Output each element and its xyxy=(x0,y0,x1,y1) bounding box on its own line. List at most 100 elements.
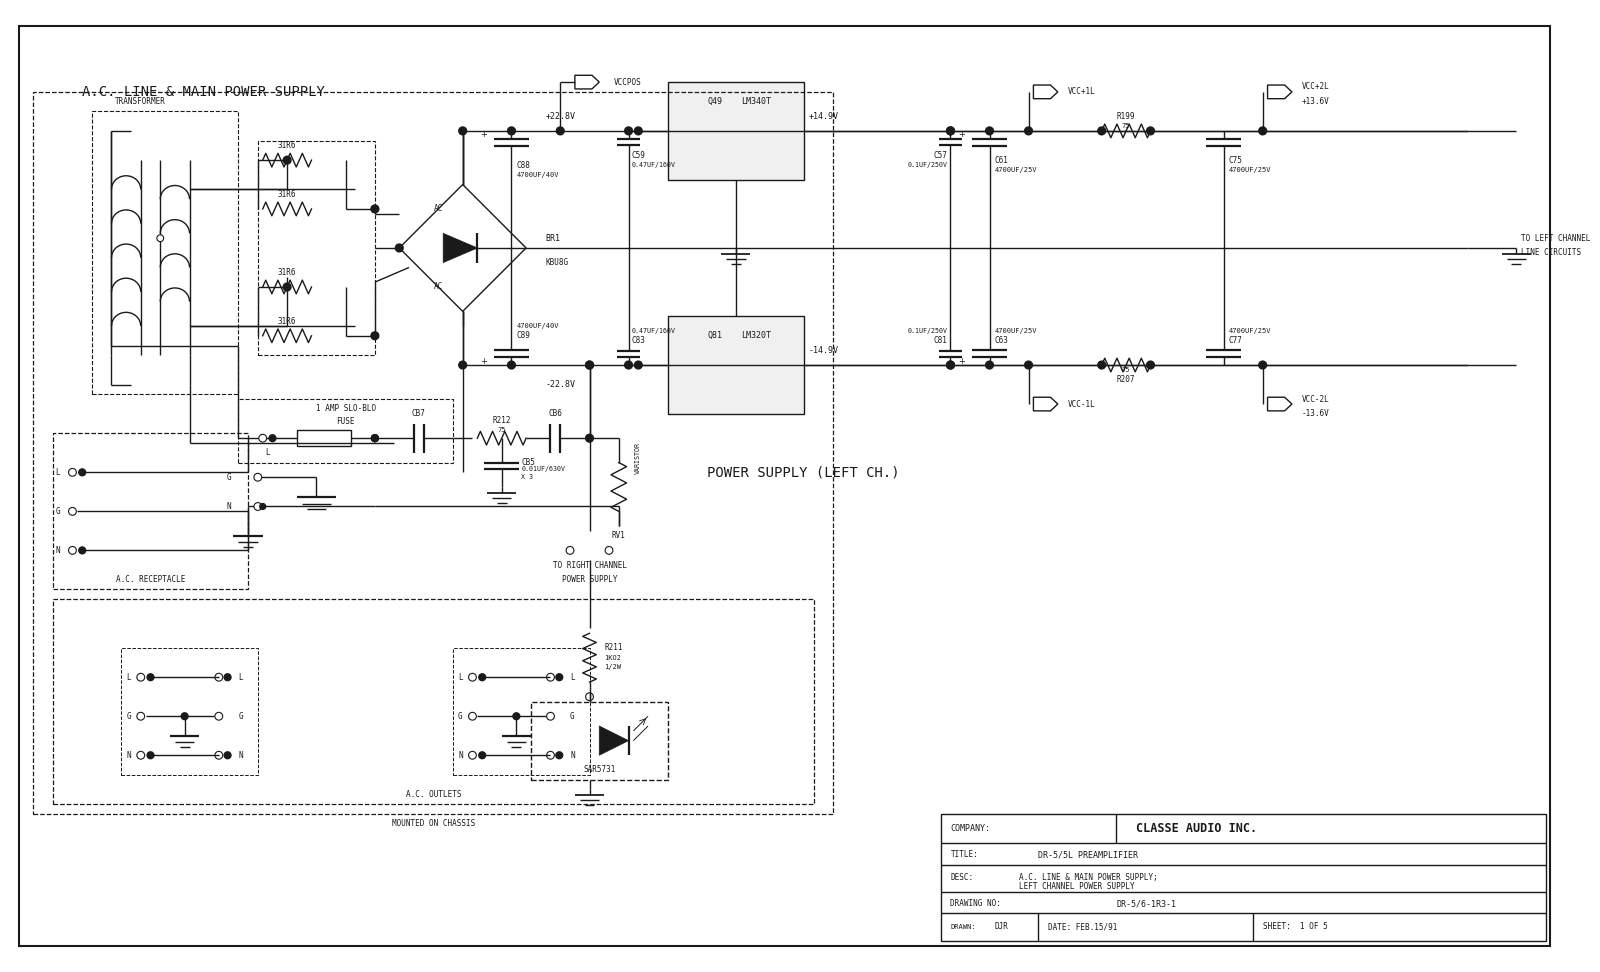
Text: VCC-2L: VCC-2L xyxy=(1302,395,1330,403)
Text: +: + xyxy=(958,357,965,365)
Circle shape xyxy=(138,751,144,759)
Text: CLASSE AUDIO INC.: CLASSE AUDIO INC. xyxy=(1136,822,1258,835)
Circle shape xyxy=(395,244,403,252)
Text: 75: 75 xyxy=(1122,366,1130,373)
Text: A.C. LINE & MAIN POWER SUPPLY: A.C. LINE & MAIN POWER SUPPLY xyxy=(82,85,325,99)
Circle shape xyxy=(214,674,222,681)
Circle shape xyxy=(254,503,262,510)
Text: 1KO2: 1KO2 xyxy=(605,655,621,661)
Circle shape xyxy=(69,546,77,554)
Polygon shape xyxy=(600,726,629,755)
Circle shape xyxy=(371,434,378,441)
Circle shape xyxy=(224,752,230,759)
Circle shape xyxy=(1024,127,1032,135)
Text: G: G xyxy=(126,712,131,721)
Bar xyxy=(298,431,350,446)
Text: 31R6: 31R6 xyxy=(278,190,296,199)
Circle shape xyxy=(371,434,378,441)
Circle shape xyxy=(624,127,632,135)
Text: C83: C83 xyxy=(632,336,645,345)
Text: 75: 75 xyxy=(1122,123,1130,129)
Circle shape xyxy=(1098,127,1106,135)
Text: POWER SUPPLY: POWER SUPPLY xyxy=(562,575,618,584)
Text: 4700UF/25V: 4700UF/25V xyxy=(1229,167,1270,173)
Text: C61: C61 xyxy=(994,156,1008,164)
Text: A.C. LINE & MAIN POWER SUPPLY;: A.C. LINE & MAIN POWER SUPPLY; xyxy=(1019,873,1157,882)
Circle shape xyxy=(69,507,77,515)
Text: AC: AC xyxy=(434,204,443,214)
Circle shape xyxy=(566,546,574,554)
Circle shape xyxy=(1147,362,1154,369)
Circle shape xyxy=(459,244,467,252)
Text: COMPANY:: COMPANY: xyxy=(950,824,990,833)
Circle shape xyxy=(947,127,954,135)
Text: 4700UF/40V: 4700UF/40V xyxy=(517,172,558,178)
Text: Q49: Q49 xyxy=(707,97,723,106)
Text: G: G xyxy=(226,472,230,482)
Text: DJR: DJR xyxy=(994,922,1008,931)
Text: R211: R211 xyxy=(605,643,622,652)
Text: 31R6: 31R6 xyxy=(278,317,296,326)
Text: +: + xyxy=(958,130,965,139)
Text: TO RIGHT CHANNEL: TO RIGHT CHANNEL xyxy=(552,561,627,570)
Text: AC: AC xyxy=(434,283,443,292)
Text: N: N xyxy=(226,502,230,511)
Text: N: N xyxy=(458,750,462,760)
Circle shape xyxy=(283,283,291,291)
Circle shape xyxy=(371,434,378,441)
Text: L: L xyxy=(458,673,462,681)
Circle shape xyxy=(586,362,594,369)
Circle shape xyxy=(269,434,275,441)
Text: LEFT CHANNEL POWER SUPPLY: LEFT CHANNEL POWER SUPPLY xyxy=(1019,883,1134,891)
Circle shape xyxy=(371,205,379,213)
Circle shape xyxy=(147,674,154,680)
Circle shape xyxy=(283,156,291,164)
Text: +22.8V: +22.8V xyxy=(546,112,576,121)
Circle shape xyxy=(555,674,563,680)
Text: DRAWN:: DRAWN: xyxy=(950,924,976,930)
Circle shape xyxy=(469,751,477,759)
Circle shape xyxy=(634,127,642,135)
Text: N: N xyxy=(56,546,61,555)
Circle shape xyxy=(214,712,222,720)
Text: 75: 75 xyxy=(498,428,506,434)
Circle shape xyxy=(947,127,954,135)
Circle shape xyxy=(547,674,554,681)
Text: VCCPOS: VCCPOS xyxy=(614,78,642,87)
Text: CB7: CB7 xyxy=(411,409,426,418)
Text: C63: C63 xyxy=(994,336,1008,345)
Circle shape xyxy=(371,331,379,339)
Text: N: N xyxy=(570,750,574,760)
Text: L: L xyxy=(266,448,270,458)
Circle shape xyxy=(214,751,222,759)
Circle shape xyxy=(1024,362,1032,369)
Bar xyxy=(91,112,238,395)
Bar xyxy=(531,702,667,780)
Circle shape xyxy=(78,547,86,554)
Circle shape xyxy=(557,127,565,135)
Text: R207: R207 xyxy=(1117,375,1136,384)
Circle shape xyxy=(605,546,613,554)
Circle shape xyxy=(157,235,163,242)
Circle shape xyxy=(78,469,86,475)
Text: 31R6: 31R6 xyxy=(278,268,296,277)
Text: +: + xyxy=(480,357,486,365)
Text: FUSE: FUSE xyxy=(336,417,355,426)
Text: TO LEFT CHANNEL: TO LEFT CHANNEL xyxy=(1522,233,1590,243)
Text: C59: C59 xyxy=(632,151,645,159)
Circle shape xyxy=(586,693,594,701)
Circle shape xyxy=(469,712,477,720)
Text: KBU8G: KBU8G xyxy=(546,259,568,267)
Text: A.C. OUTLETS: A.C. OUTLETS xyxy=(406,790,461,799)
Text: DR-5/5L PREAMPLIFIER: DR-5/5L PREAMPLIFIER xyxy=(1038,850,1138,859)
Text: 31R6: 31R6 xyxy=(278,141,296,150)
Bar xyxy=(667,316,805,414)
Circle shape xyxy=(586,434,594,442)
Text: N: N xyxy=(126,750,131,760)
Text: DATE: FEB.15/91: DATE: FEB.15/91 xyxy=(1048,922,1117,931)
Text: SAR5731: SAR5731 xyxy=(582,765,616,775)
Text: 4700UF/25V: 4700UF/25V xyxy=(1229,328,1270,333)
Circle shape xyxy=(459,362,467,369)
Text: +13.6V: +13.6V xyxy=(1302,97,1330,106)
Circle shape xyxy=(547,751,554,759)
